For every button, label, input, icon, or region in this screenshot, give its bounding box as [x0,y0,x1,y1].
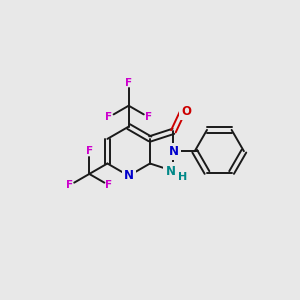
Text: F: F [66,180,73,190]
Text: N: N [168,145,178,158]
Text: F: F [86,146,93,156]
Text: H: H [178,172,187,182]
Text: F: F [145,112,152,122]
Text: F: F [106,180,112,190]
Text: F: F [125,78,132,88]
Text: N: N [165,165,176,178]
Text: N: N [124,169,134,182]
Text: O: O [181,105,191,118]
Text: F: F [105,112,112,122]
